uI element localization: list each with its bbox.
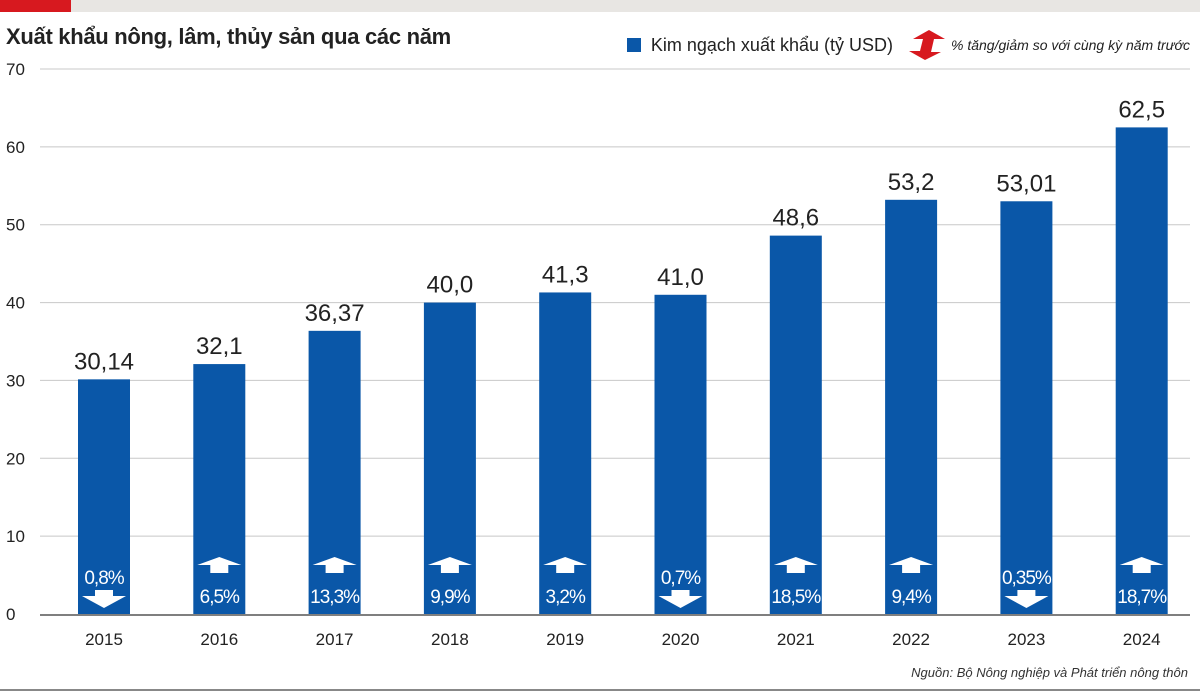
data-label: 53,01	[996, 170, 1056, 197]
change-label: 13,3%	[310, 587, 360, 608]
y-tick-label: 70	[6, 60, 25, 79]
x-tick-label: 2019	[546, 630, 584, 649]
change-label: 0,7%	[661, 568, 701, 589]
data-label: 36,37	[305, 300, 365, 327]
up-arrow-icon	[1119, 557, 1164, 573]
data-label: 32,1	[196, 333, 243, 360]
change-label: 9,9%	[430, 587, 470, 608]
y-tick-label: 40	[6, 294, 25, 313]
bar	[769, 235, 822, 614]
bar	[78, 379, 130, 614]
x-tick-label: 2017	[316, 630, 354, 649]
change-label: 0,8%	[84, 568, 124, 589]
x-tick-label: 2024	[1123, 630, 1161, 649]
change-label: 6,5%	[200, 587, 240, 608]
bar	[1115, 127, 1168, 615]
down-arrow-icon	[1004, 590, 1049, 608]
change-label: 18,5%	[771, 587, 821, 608]
data-label: 41,3	[542, 261, 589, 288]
x-tick-label: 2016	[200, 630, 238, 649]
data-label: 41,0	[657, 264, 704, 291]
legend: Kim ngạch xuất khẩu (tỷ USD) % tăng/giảm…	[626, 30, 1190, 60]
y-tick-label: 20	[6, 449, 25, 468]
change-label: 3,2%	[546, 587, 586, 608]
up-arrow-icon	[773, 557, 818, 573]
source-note: Nguồn: Bộ Nông nghiệp và Phát triển nông…	[911, 665, 1188, 680]
bottom-rule	[0, 689, 1200, 691]
up-down-arrow-icon	[909, 30, 945, 60]
x-tick-label: 2022	[892, 630, 930, 649]
x-tick-label: 2018	[431, 630, 469, 649]
y-tick-label: 0	[6, 605, 15, 624]
y-tick-label: 50	[6, 216, 25, 235]
y-tick-label: 10	[6, 527, 25, 546]
up-arrow-icon	[197, 557, 242, 573]
bar	[654, 294, 707, 614]
legend-label-bar: Kim ngạch xuất khẩu (tỷ USD)	[650, 34, 893, 55]
x-tick-label: 2015	[85, 630, 123, 649]
x-tick-label: 2023	[1007, 630, 1045, 649]
data-label: 30,14	[74, 348, 134, 375]
bar	[193, 364, 246, 614]
chart-title: Xuất khẩu nông, lâm, thủy sản qua các nă…	[6, 24, 451, 49]
up-arrow-icon	[312, 557, 357, 573]
top-bar	[0, 0, 1200, 12]
data-label: 53,2	[888, 169, 935, 196]
legend-label-change: % tăng/giảm so với cùng kỳ năm trước	[951, 37, 1190, 53]
change-label: 9,4%	[891, 587, 931, 608]
legend-swatch-bar	[626, 38, 641, 52]
data-label: 40,0	[427, 272, 474, 299]
data-label: 48,6	[772, 205, 819, 232]
up-arrow-icon	[543, 557, 588, 573]
change-label: 0,35%	[1002, 568, 1052, 589]
down-arrow-icon	[82, 590, 126, 608]
data-label: 62,5	[1118, 96, 1165, 123]
y-tick-label: 60	[6, 138, 25, 157]
accent-bar	[0, 0, 71, 12]
x-tick-label: 2021	[777, 630, 815, 649]
up-arrow-icon	[427, 557, 472, 573]
up-arrow-icon	[889, 557, 934, 573]
bar	[1000, 201, 1053, 614]
x-tick-label: 2020	[662, 630, 700, 649]
y-tick-label: 30	[6, 371, 25, 390]
bar	[885, 199, 938, 615]
down-arrow-icon	[658, 590, 703, 608]
change-label: 18,7%	[1117, 587, 1167, 608]
